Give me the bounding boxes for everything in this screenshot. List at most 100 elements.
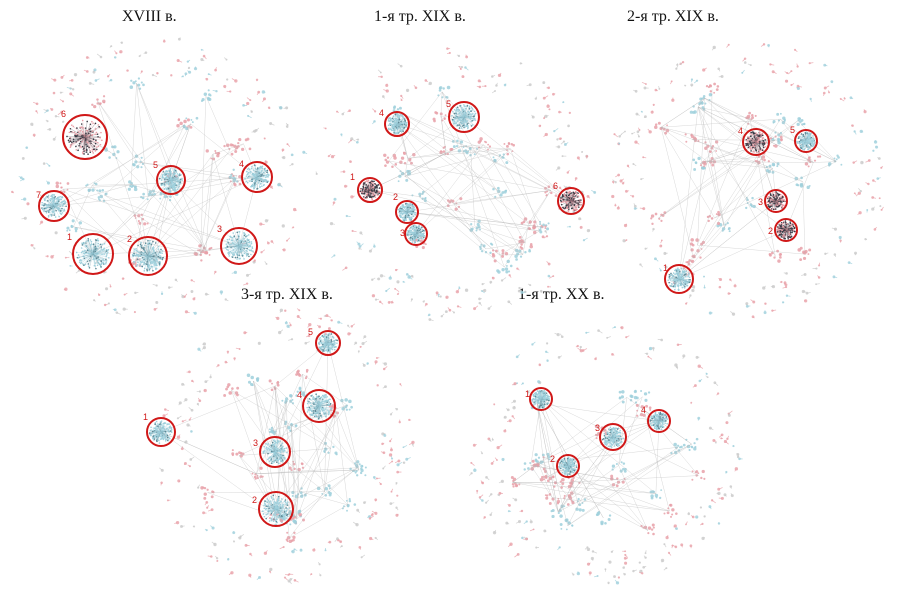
node [115,311,119,314]
node [137,77,141,80]
edge [62,188,240,247]
cluster-label: 5 [153,160,158,170]
node [332,201,336,204]
cluster-node [89,239,92,241]
cluster-node [175,171,178,173]
cluster-node [148,269,151,272]
cluster-edge [147,255,160,266]
cluster-node [373,183,376,186]
node [487,307,491,310]
node [26,202,30,206]
cluster-node [257,182,260,184]
cluster-node [402,219,404,221]
node [140,166,143,169]
cluster-node [248,246,250,248]
cluster-node [464,126,466,128]
cluster-node [456,106,459,109]
node [340,133,343,136]
edge [483,144,572,202]
cluster-edge [137,255,149,263]
node [35,110,38,113]
node [92,70,96,74]
node [445,295,449,299]
node [546,227,550,231]
node [476,222,480,227]
node [437,293,440,296]
cluster-node [105,250,108,252]
cluster-node [67,139,70,142]
cluster-node [253,169,255,172]
cluster-node [378,192,380,195]
node [223,144,226,148]
cluster-node [152,249,155,251]
node [46,255,49,258]
node [25,146,29,149]
node [162,39,166,43]
cluster-node [68,141,70,143]
cluster-node [237,234,240,237]
node [398,106,402,110]
node [548,108,551,111]
cluster-node [243,258,245,260]
cluster-node [77,257,80,259]
cluster-node [229,235,231,238]
cluster-node [576,204,579,207]
node [229,143,233,147]
cluster-node [152,240,154,243]
cluster-node [160,248,162,251]
cluster-node [452,110,454,113]
node [457,149,461,153]
cluster-node [245,175,248,177]
cluster-node [234,256,237,259]
cluster-node [412,239,415,241]
cluster-node [85,244,87,247]
node [483,288,487,293]
cluster-edge [88,253,94,267]
node [187,66,191,70]
node [494,89,497,92]
cluster-node [85,149,88,151]
cluster-node [397,127,399,129]
cluster-node [250,242,253,245]
cluster-node [253,173,256,176]
cluster-node [359,190,362,193]
node [509,264,513,268]
node [219,290,224,294]
node [446,85,451,90]
cluster-node [363,192,365,195]
cluster-node [82,264,85,266]
node [405,88,410,93]
node [214,270,217,274]
cluster-node [402,130,404,132]
node [510,143,514,146]
cluster-node [69,127,72,130]
node [455,290,460,294]
cluster-node [156,254,158,257]
cluster-label: 1 [67,232,72,242]
node [93,68,97,72]
cluster-node [71,141,73,144]
node [428,313,431,317]
node [393,105,397,108]
node [133,187,138,192]
node [302,150,306,154]
node [270,240,274,243]
node [385,289,388,293]
cluster-node [570,192,573,194]
cluster-node [362,188,364,190]
cluster-node [562,195,565,197]
node [388,276,392,280]
node [358,247,361,250]
cluster-node [97,242,100,245]
cluster-node [391,117,394,120]
node [691,288,695,293]
cluster-node [174,172,176,175]
cluster-node [413,229,416,232]
cluster-node [102,258,104,260]
cluster-node [89,149,91,152]
node [399,64,403,68]
node [396,108,400,111]
node [179,121,183,126]
cluster-node [565,201,568,204]
node [54,231,58,235]
